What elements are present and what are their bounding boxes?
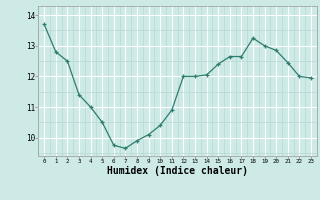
- X-axis label: Humidex (Indice chaleur): Humidex (Indice chaleur): [107, 166, 248, 176]
